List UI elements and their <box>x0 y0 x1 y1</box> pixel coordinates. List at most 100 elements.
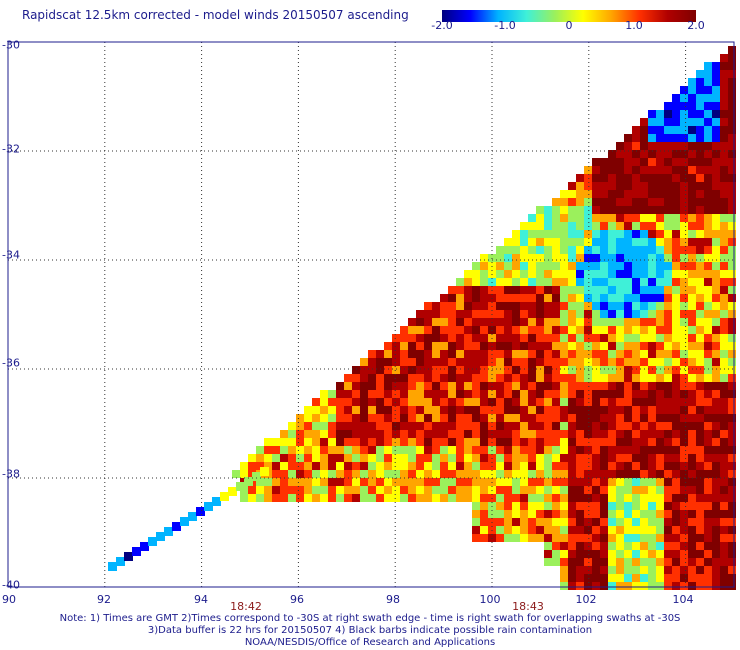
wind-cell <box>648 118 656 126</box>
wind-cell <box>624 142 632 150</box>
wind-cell <box>496 326 504 334</box>
wind-cell <box>512 310 520 318</box>
wind-cell <box>376 414 384 422</box>
wind-cell <box>528 518 536 526</box>
wind-cell <box>480 390 488 398</box>
wind-cell <box>648 470 656 478</box>
wind-cell <box>228 487 237 496</box>
wind-cell <box>536 302 544 310</box>
wind-cell <box>680 558 688 566</box>
wind-cell <box>472 398 480 406</box>
wind-cell <box>664 294 672 302</box>
wind-cell <box>624 174 632 182</box>
wind-cell <box>680 86 688 94</box>
wind-cell <box>520 438 528 446</box>
wind-cell <box>696 542 704 550</box>
wind-cell <box>664 582 672 590</box>
wind-cell <box>720 94 728 102</box>
wind-cell <box>568 382 576 390</box>
wind-cell <box>336 446 344 454</box>
wind-cell <box>448 414 456 422</box>
wind-cell <box>424 334 432 342</box>
wind-cell <box>496 446 504 454</box>
wind-cell <box>528 270 536 278</box>
wind-cell <box>240 462 248 470</box>
wind-cell <box>576 350 584 358</box>
wind-cell <box>616 286 624 294</box>
wind-cell <box>472 270 480 278</box>
wind-cell <box>552 414 560 422</box>
wind-cell <box>720 238 728 246</box>
wind-cell <box>688 158 696 166</box>
wind-cell <box>656 166 664 174</box>
wind-cell <box>320 478 328 486</box>
wind-cell <box>552 270 560 278</box>
wind-cell <box>688 198 696 206</box>
wind-cell <box>656 342 664 350</box>
wind-cell <box>648 270 656 278</box>
wind-cell <box>712 286 720 294</box>
wind-cell <box>640 526 648 534</box>
wind-cell <box>304 462 312 470</box>
wind-cell <box>560 230 568 238</box>
wind-cell <box>560 262 568 270</box>
wind-cell <box>520 222 528 230</box>
wind-cell <box>728 206 736 214</box>
wind-cell <box>392 382 400 390</box>
wind-cell <box>696 494 704 502</box>
wind-cell <box>552 542 560 550</box>
wind-cell <box>536 478 544 486</box>
wind-cell <box>552 358 560 366</box>
wind-cell <box>576 558 584 566</box>
wind-cell <box>320 470 328 478</box>
wind-cell <box>512 358 520 366</box>
wind-cell <box>728 406 736 414</box>
wind-cell <box>584 526 592 534</box>
wind-cell <box>560 374 568 382</box>
wind-cell <box>576 358 584 366</box>
wind-cell <box>528 246 536 254</box>
wind-cell <box>592 230 600 238</box>
wind-cell <box>400 446 408 454</box>
wind-cell <box>560 542 568 550</box>
wind-cell <box>616 334 624 342</box>
wind-cell <box>576 334 584 342</box>
wind-cell <box>720 470 728 478</box>
wind-cell <box>264 494 272 502</box>
wind-cell <box>584 318 592 326</box>
wind-cell <box>720 102 728 110</box>
wind-cell <box>672 238 680 246</box>
wind-cell <box>728 214 736 222</box>
wind-cell <box>344 390 352 398</box>
wind-cell <box>592 182 600 190</box>
wind-cell <box>688 510 696 518</box>
wind-cell <box>576 430 584 438</box>
wind-cell <box>688 118 696 126</box>
wind-cell <box>616 526 624 534</box>
wind-cell <box>600 550 608 558</box>
wind-cell <box>560 358 568 366</box>
wind-cell <box>584 190 592 198</box>
wind-cell <box>480 398 488 406</box>
wind-cell <box>688 134 696 142</box>
wind-cell <box>728 326 736 334</box>
wind-cell <box>712 318 720 326</box>
wind-cell <box>584 382 592 390</box>
wind-cell <box>680 278 688 286</box>
wind-cell <box>544 350 552 358</box>
wind-cell <box>648 454 656 462</box>
wind-cell <box>704 78 712 86</box>
colorbar-tick-label: 1.0 <box>625 19 643 32</box>
wind-cell <box>424 478 432 486</box>
wind-cell <box>536 462 544 470</box>
wind-cell <box>648 150 656 158</box>
wind-cell <box>680 110 688 118</box>
wind-cell <box>384 414 392 422</box>
wind-cell <box>704 358 712 366</box>
wind-cell <box>544 462 552 470</box>
wind-cell <box>424 310 432 318</box>
wind-cell <box>576 270 584 278</box>
wind-cell <box>680 230 688 238</box>
wind-cell <box>576 486 584 494</box>
wind-cell <box>728 174 736 182</box>
